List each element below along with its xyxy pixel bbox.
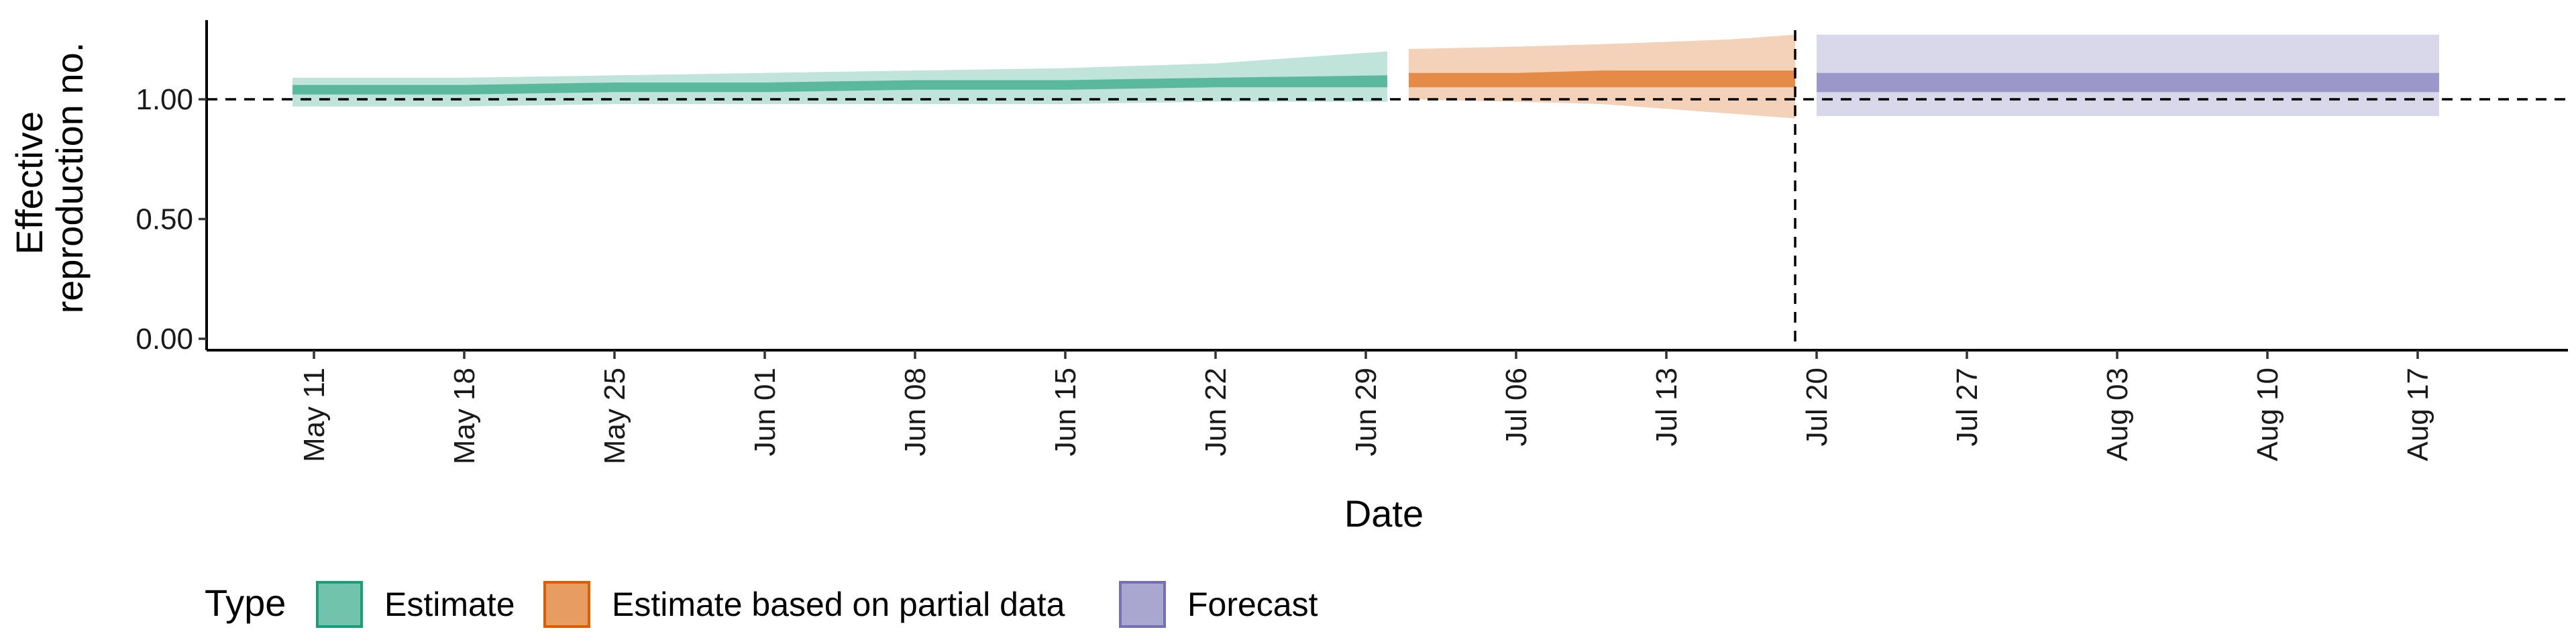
legend-label-0: Estimate bbox=[384, 586, 515, 623]
legend-label-2: Forecast bbox=[1187, 586, 1318, 623]
x-tick-label: Jul 20 bbox=[1801, 368, 1833, 446]
x-tick-label: Jun 29 bbox=[1350, 368, 1383, 456]
x-tick-label: Jun 08 bbox=[899, 368, 932, 456]
y-axis-title: Effective reproduction no. bbox=[8, 42, 91, 314]
x-axis-ticks: May 11 May 18 May 25 Jun 01 Jun 08 Jun 15 Jun … bbox=[298, 350, 2434, 464]
x-tick-label: Aug 10 bbox=[2251, 368, 2284, 461]
x-tick-label: Jun 15 bbox=[1049, 368, 1082, 456]
series-2-ci50-band bbox=[1817, 72, 2439, 93]
legend: Type Estimate Estimate based on partial d… bbox=[205, 581, 1318, 628]
ribbon-layer bbox=[292, 34, 2439, 119]
legend-label-1: Estimate based on partial data bbox=[612, 586, 1065, 623]
x-tick-label: Aug 03 bbox=[2101, 368, 2134, 461]
series-1-ci50-band bbox=[1409, 70, 1795, 88]
y-axis-ticks: 0.00 0.50 1.00 bbox=[136, 83, 207, 356]
legend-swatch-2 bbox=[1119, 581, 1166, 628]
legend-title: Type bbox=[205, 582, 286, 624]
x-tick-label: May 18 bbox=[448, 368, 481, 464]
x-tick-label: Jul 27 bbox=[1951, 368, 1984, 446]
y-tick-label: 0.50 bbox=[136, 203, 193, 236]
legend-swatch-1 bbox=[543, 581, 590, 628]
series-0-ci50-band bbox=[292, 75, 1387, 95]
x-axis-title: Date bbox=[1344, 492, 1424, 535]
x-tick-label: May 11 bbox=[298, 368, 331, 462]
x-tick-label: Jun 01 bbox=[749, 368, 782, 456]
axes-layer bbox=[205, 20, 2568, 352]
y-tick-label: 1.00 bbox=[136, 83, 193, 116]
x-tick-label: Jul 13 bbox=[1650, 368, 1683, 446]
y-axis-title-line-1: Effective bbox=[8, 111, 50, 255]
x-tick-label: May 25 bbox=[598, 368, 631, 464]
x-tick-label: Aug 17 bbox=[2402, 368, 2434, 461]
y-axis-title-line-2: reproduction no. bbox=[48, 42, 91, 314]
x-tick-label: Jun 22 bbox=[1199, 368, 1232, 456]
legend-swatch-0 bbox=[316, 581, 363, 628]
reference-lines bbox=[207, 30, 2568, 350]
x-tick-label: Jul 06 bbox=[1500, 368, 1533, 446]
y-tick-label: 0.00 bbox=[136, 323, 193, 356]
